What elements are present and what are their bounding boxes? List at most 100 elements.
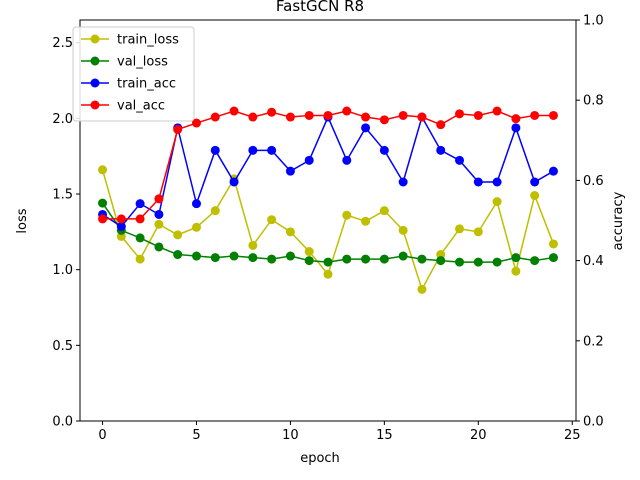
data-point-train_acc — [492, 177, 502, 187]
data-point-val_acc — [191, 118, 201, 128]
data-point-train_loss — [473, 227, 483, 237]
data-point-train_loss — [417, 284, 427, 294]
data-point-val_acc — [135, 214, 145, 224]
data-point-train_acc — [248, 145, 258, 155]
data-point-val_acc — [210, 112, 220, 122]
legend-box — [72, 26, 195, 122]
y-tick-label: 1.0 — [52, 263, 73, 278]
data-point-train_acc — [379, 145, 389, 155]
data-point-val_loss — [473, 257, 483, 267]
x-tick-label: 15 — [376, 428, 393, 443]
legend-label: val_acc — [117, 99, 165, 114]
data-point-val_loss — [285, 251, 295, 261]
data-point-val_acc — [248, 112, 258, 122]
data-point-val_loss — [342, 254, 352, 264]
data-point-val_acc — [154, 194, 164, 204]
x-tick-label: 25 — [564, 428, 581, 443]
data-point-train_acc — [436, 145, 446, 155]
data-point-train_loss — [492, 197, 502, 207]
data-point-val_loss — [248, 253, 258, 263]
x-tick-label: 5 — [192, 428, 200, 443]
data-point-train_loss — [342, 210, 352, 220]
data-point-val_acc — [361, 112, 371, 122]
data-point-train_loss — [398, 225, 408, 235]
y-axis-label: loss — [15, 208, 30, 233]
data-point-val_loss — [530, 256, 540, 266]
legend-label: train_loss — [117, 33, 179, 48]
data-point-train_loss — [98, 165, 108, 175]
data-point-val_acc — [116, 214, 126, 224]
data-point-val_acc — [304, 110, 314, 120]
legend-label: val_loss — [117, 55, 168, 70]
data-point-train_loss — [530, 191, 540, 201]
data-point-val_acc — [342, 106, 352, 116]
legend-swatch-marker — [90, 78, 100, 88]
data-point-val_loss — [379, 254, 389, 264]
y2-tick-label: 0.8 — [583, 94, 604, 109]
data-point-train_acc — [511, 123, 521, 133]
data-point-val_loss — [323, 257, 333, 267]
legend-item: val_loss — [81, 55, 168, 70]
x-tick-label: 10 — [282, 428, 299, 443]
series-train_loss — [98, 165, 558, 294]
data-point-train_acc — [285, 166, 295, 176]
y2-tick-label: 1.0 — [583, 14, 604, 29]
data-point-train_acc — [361, 123, 371, 133]
data-point-train_loss — [210, 206, 220, 216]
data-point-val_loss — [173, 250, 183, 260]
data-point-val_acc — [379, 115, 389, 125]
y2-tick-label: 0.6 — [583, 174, 604, 189]
data-point-val_loss — [548, 253, 558, 263]
data-point-val_loss — [455, 257, 465, 267]
data-point-train_loss — [361, 216, 371, 226]
data-point-val_loss — [154, 242, 164, 252]
legend: train_loss val_loss train_acc val_acc — [72, 26, 195, 122]
legend-swatch-marker — [90, 100, 100, 110]
legend-label: train_acc — [117, 77, 176, 92]
data-point-val_loss — [135, 233, 145, 243]
data-point-train_loss — [154, 219, 164, 229]
data-point-train_acc — [304, 155, 314, 165]
y-tick-label: 2.0 — [52, 112, 73, 127]
legend-item: train_acc — [81, 77, 176, 92]
data-point-train_acc — [398, 177, 408, 187]
series-val_acc — [98, 106, 558, 224]
y-tick-label: 0.5 — [52, 339, 73, 354]
data-point-train_loss — [511, 266, 521, 276]
data-point-train_acc — [530, 177, 540, 187]
data-point-train_loss — [191, 222, 201, 232]
data-point-train_loss — [267, 215, 277, 225]
y-tick-label: 0.0 — [52, 415, 73, 430]
data-point-train_acc — [473, 177, 483, 187]
data-point-train_loss — [173, 230, 183, 240]
data-point-val_acc — [285, 112, 295, 122]
y-tick-label: 2.5 — [52, 36, 73, 51]
data-point-train_loss — [285, 227, 295, 237]
data-point-train_acc — [154, 209, 164, 219]
y2-tick-label: 0.4 — [583, 254, 604, 269]
y2-tick-label: 0.2 — [583, 334, 604, 349]
data-point-train_loss — [455, 224, 465, 234]
x-tick-label: 20 — [470, 428, 487, 443]
data-point-train_loss — [248, 240, 258, 250]
data-point-train_acc — [455, 155, 465, 165]
data-point-val_loss — [436, 256, 446, 266]
legend-swatch-marker — [90, 34, 100, 44]
data-point-val_acc — [229, 106, 239, 116]
data-point-val_acc — [455, 109, 465, 119]
legend-item: val_acc — [81, 99, 165, 114]
data-point-val_acc — [323, 110, 333, 120]
data-point-train_acc — [229, 177, 239, 187]
data-point-train_loss — [548, 239, 558, 249]
data-point-train_acc — [548, 166, 558, 176]
data-point-val_acc — [267, 107, 277, 117]
data-point-val_loss — [98, 198, 108, 208]
data-point-val_acc — [398, 110, 408, 120]
data-point-train_loss — [135, 254, 145, 264]
data-point-val_acc — [511, 114, 521, 124]
data-point-val_acc — [173, 124, 183, 134]
series-val_loss — [98, 198, 558, 267]
data-point-val_loss — [398, 251, 408, 261]
data-point-val_acc — [492, 106, 502, 116]
